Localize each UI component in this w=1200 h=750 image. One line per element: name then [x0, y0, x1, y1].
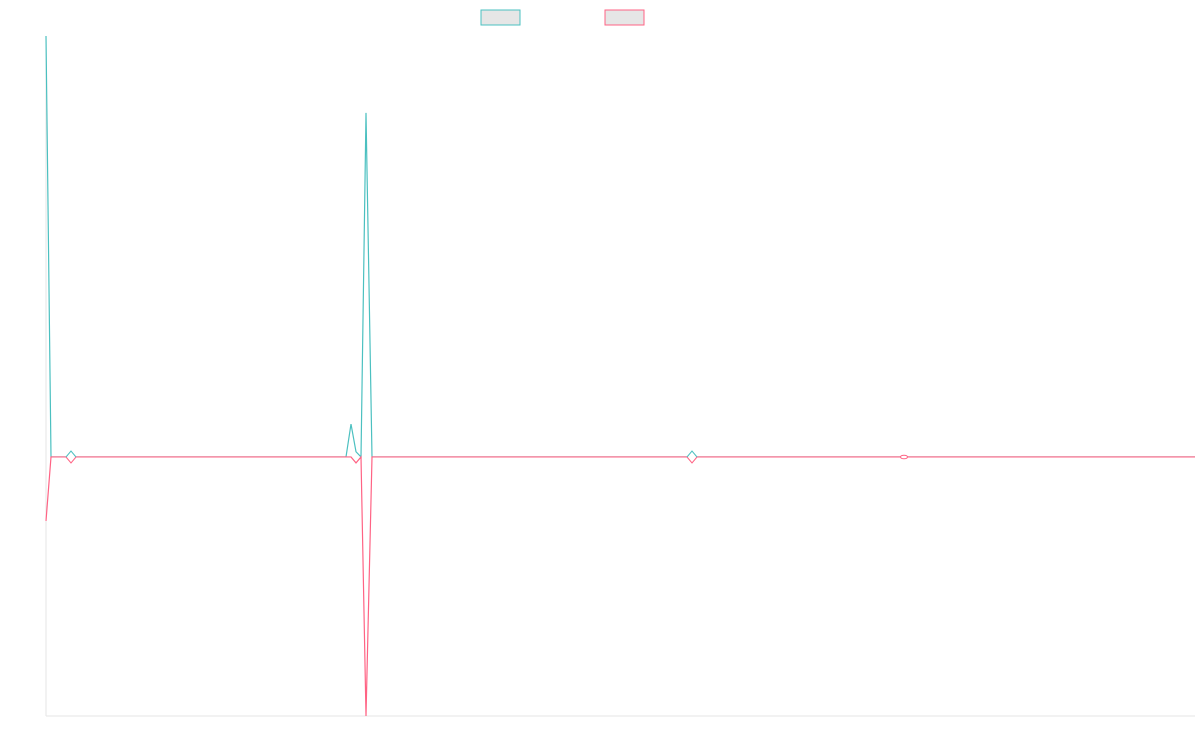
point-marker: [65, 450, 77, 458]
line-series: [45, 35, 1195, 459]
point-marker: [686, 456, 698, 464]
legend-swatch: [480, 9, 521, 26]
point-marker: [686, 450, 698, 458]
point-marker: [65, 456, 77, 464]
point-marker: [900, 454, 908, 460]
legend-swatch: [604, 9, 645, 26]
line-series: [45, 455, 1195, 717]
